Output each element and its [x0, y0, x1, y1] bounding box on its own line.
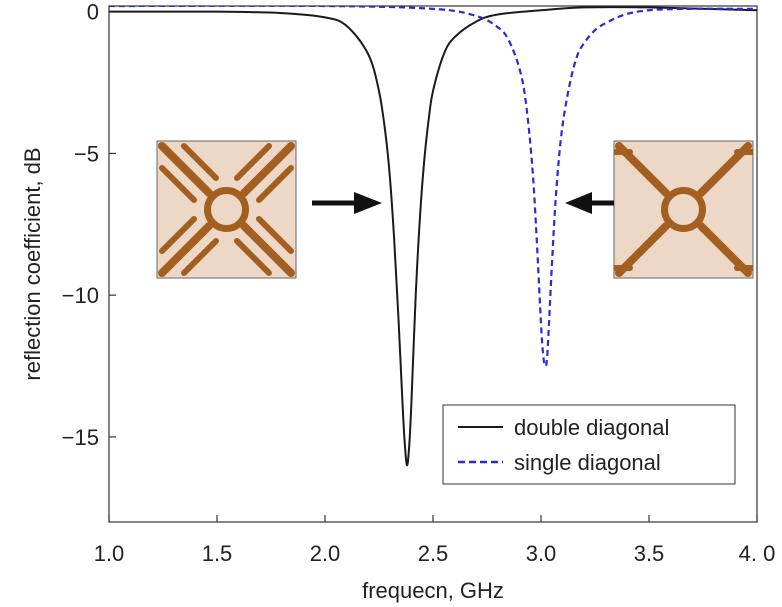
y-axis-label: reflection coefficient, dB [20, 147, 45, 380]
x-tick-label: 3.0 [526, 541, 557, 566]
arrow-to-double-diagonal [312, 192, 382, 214]
series-line-double-diagonal [109, 6, 757, 467]
y-tick-label: −5 [74, 141, 99, 166]
x-axis-ticks: 1.0 1.5 2.0 2.5 3.0 3.5 4. 0 [94, 515, 776, 566]
legend: double diagonal single diagonal [442, 404, 736, 485]
x-tick-label: 1.5 [202, 541, 233, 566]
series-line-single-diagonal [109, 6, 757, 368]
x-tick-label: 2.0 [310, 541, 341, 566]
inset-single-diagonal-cell [613, 140, 754, 279]
y-tick-label: 0 [87, 0, 99, 25]
x-tick-label: 1.0 [94, 541, 125, 566]
x-tick-label: 3.5 [634, 541, 665, 566]
x-tick-label: 2.5 [418, 541, 449, 566]
y-tick-label: −15 [62, 425, 99, 450]
x-tick-label: 4. 0 [739, 541, 776, 566]
inset-double-diagonal-cell [156, 140, 297, 279]
y-tick-label: −10 [62, 283, 99, 308]
legend-label-double-diagonal: double diagonal [514, 415, 669, 440]
legend-label-single-diagonal: single diagonal [514, 450, 661, 475]
legend-box [442, 404, 736, 485]
x-axis-label: frequecn, GHz [362, 578, 504, 603]
arrow-to-single-diagonal [565, 192, 614, 214]
series-layer [109, 6, 757, 467]
y-axis-ticks: 0 −5 −10 −15 [62, 0, 116, 450]
